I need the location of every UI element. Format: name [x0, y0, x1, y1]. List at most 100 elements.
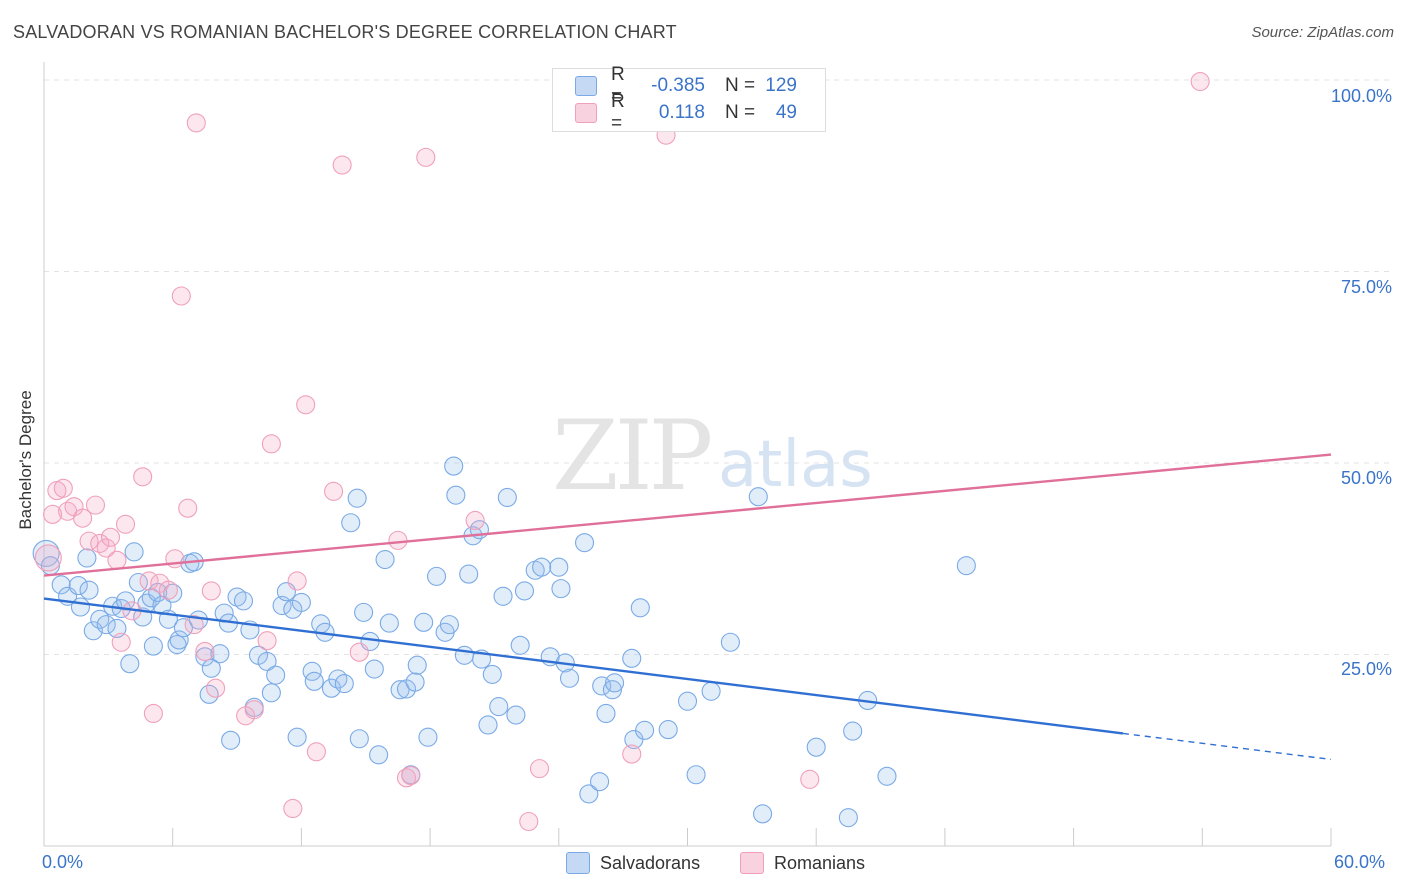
legend-r-value-romanian: 0.118	[658, 102, 705, 123]
salvadoran-point	[304, 671, 324, 691]
salvadoran-point	[51, 575, 71, 595]
salvadoran-point	[90, 609, 110, 629]
romanian-point	[201, 581, 221, 601]
romanian-point	[34, 544, 62, 572]
salvadoran-point	[364, 659, 384, 679]
bottom-legend-salvadorans: Salvadorans	[566, 852, 700, 874]
romanian-point	[1190, 71, 1210, 92]
salvadoran-point	[261, 683, 281, 703]
salvadoran-point	[630, 598, 650, 618]
x-tick-label-min: 0.0%	[42, 852, 84, 872]
salvadoran-point	[658, 720, 678, 740]
salvadoran-point	[405, 672, 425, 692]
salvadoran-point	[622, 648, 642, 668]
salvadoran-point	[579, 784, 599, 804]
salvadoran-point	[96, 615, 116, 635]
salvadorans-legend-label: Salvadorans	[600, 852, 701, 873]
romanian-point	[529, 759, 550, 779]
legend-r-value-salvadoran: -0.385	[651, 75, 705, 96]
salvadoran-point	[426, 566, 447, 586]
salvadoran-point	[407, 655, 427, 675]
y-tick-label-100: 100.0%	[1330, 86, 1392, 106]
salvadoran-point	[418, 727, 438, 747]
salvadoran-point	[551, 579, 571, 599]
legend-row-salvadoran: R = -0.385 N = 129	[575, 64, 797, 107]
salvadoran-swatch	[575, 76, 597, 96]
romanian-point	[158, 580, 178, 600]
romanian-point	[296, 395, 316, 415]
legend-n-label: N =	[725, 75, 756, 96]
salvadoran-point	[375, 549, 395, 570]
romanian-point	[133, 467, 153, 487]
salvadoran-point	[497, 487, 517, 508]
salvadoran-point	[210, 644, 230, 664]
salvadoran-trend-line	[43, 597, 1124, 735]
romanian-point	[283, 798, 303, 819]
romanian-point	[206, 678, 226, 698]
romanian-point	[332, 155, 352, 175]
legend-r-label: R =	[611, 64, 625, 107]
romanian-point	[306, 742, 326, 762]
salvadoran-point	[354, 602, 374, 622]
salvadorans-legend-swatch	[566, 852, 590, 874]
salvadoran-trend-extension	[1122, 732, 1332, 761]
salvadoran-point	[506, 705, 526, 725]
salvadoran-point	[257, 651, 277, 671]
salvadoran-point	[266, 665, 286, 685]
romanian-point	[143, 703, 163, 724]
romanian-point	[195, 641, 215, 661]
salvadoran-point	[720, 632, 740, 652]
romanians-legend-label: Romanians	[774, 852, 866, 873]
salvadoran-point	[79, 580, 99, 600]
romanian-point	[416, 147, 436, 167]
salvadoran-point	[124, 542, 144, 562]
romanian-point	[100, 527, 121, 547]
romanian-point	[96, 538, 116, 558]
romanian-point	[622, 744, 642, 764]
watermark-atlas: atlas	[718, 428, 873, 502]
legend: R = -0.385 N = 129 R = 0.118 N = 49	[552, 64, 826, 134]
salvadoran-point	[454, 645, 474, 665]
salvadoran-point	[347, 488, 367, 508]
salvadoran-point	[195, 647, 215, 667]
salvadoran-point	[173, 618, 193, 638]
legend-n-value-romanian: 49	[775, 102, 797, 123]
legend-row-romanian: R = 0.118 N = 49	[575, 91, 797, 134]
y-tick-label-50: 50.0%	[1340, 468, 1392, 488]
salvadoran-point	[559, 668, 580, 688]
salvadoran-point	[70, 597, 91, 617]
y-tick-label-75: 75.0%	[1340, 277, 1392, 297]
romanian-point	[107, 550, 127, 570]
romanian-swatch	[575, 103, 597, 123]
romanian-point	[111, 632, 131, 652]
salvadoran-point	[446, 485, 466, 505]
salvadoran-point	[574, 533, 595, 553]
salvadoran-point	[478, 715, 498, 735]
romanians-legend-swatch	[740, 852, 764, 874]
romanian-point	[401, 765, 421, 786]
source-label: Source: ZipAtlas.com	[1251, 24, 1394, 41]
salvadoran-point	[233, 591, 254, 611]
y-tick-label-25: 25.0%	[1340, 659, 1392, 679]
romanian-point	[261, 434, 281, 454]
salvadoran-point	[748, 487, 768, 507]
salvadoran-point	[482, 664, 502, 684]
salvadoran-point	[686, 765, 706, 785]
romanian-point	[53, 478, 73, 498]
salvadoran-point	[590, 772, 610, 792]
salvadoran-point	[291, 592, 311, 612]
salvadoran-point	[68, 576, 88, 596]
romanian-point	[171, 286, 191, 306]
salvadoran-point	[489, 697, 509, 717]
romanian-point	[324, 481, 344, 501]
salvadoran-point	[877, 766, 897, 786]
romanian-point	[349, 642, 369, 662]
romanian-point	[115, 514, 136, 534]
salvadoran-point	[701, 681, 721, 701]
romanian-point	[43, 504, 63, 524]
salvadoran-point	[143, 636, 163, 656]
salvadoran-point	[459, 564, 479, 584]
salvadoran-point	[510, 635, 530, 655]
salvadoran-point	[956, 556, 976, 576]
